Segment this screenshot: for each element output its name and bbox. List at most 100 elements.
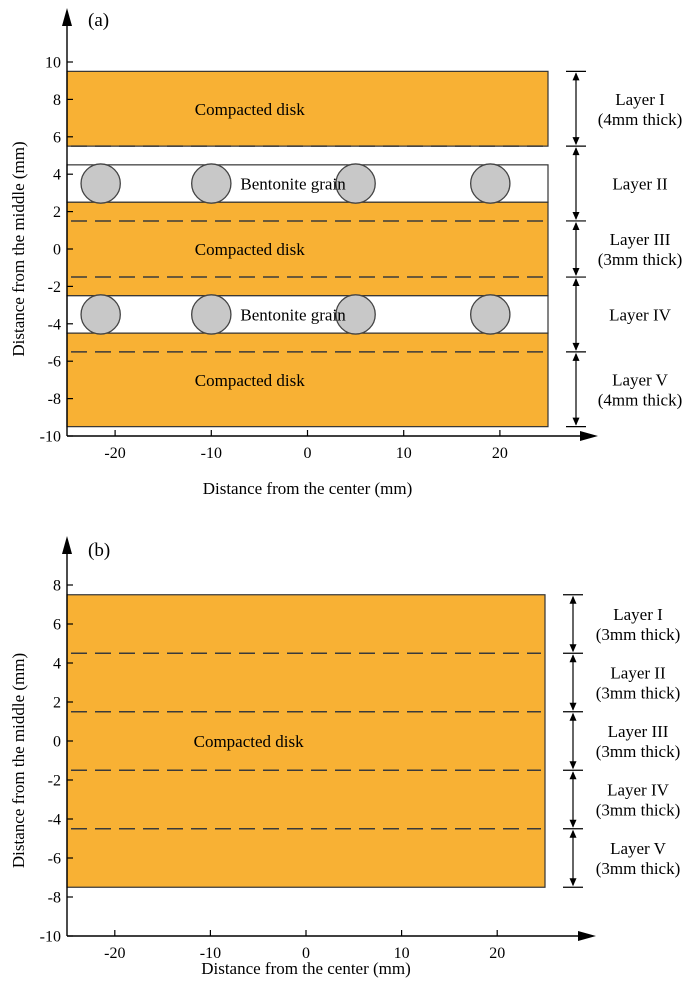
bentonite-grain-label: Bentonite grain (240, 175, 346, 194)
layer-bracket-arrow-up-icon (569, 595, 577, 604)
y-tick-label: -8 (48, 890, 61, 907)
x-axis-title: Distance from the center (mm) (203, 479, 413, 498)
bentonite-grain-circle (335, 163, 376, 204)
compacted-disk-label: Compacted disk (195, 100, 306, 119)
layer-bracket-arrow-down-icon (572, 137, 580, 146)
bentonite-grain-circle (80, 294, 121, 335)
layer-name-label: Layer I (615, 90, 665, 109)
y-tick-label: 2 (53, 204, 61, 221)
layer-thickness-label: (3mm thick) (596, 742, 681, 761)
x-tick-label: -10 (200, 945, 221, 962)
layer-bracket-arrow-up-icon (572, 352, 580, 361)
bentonite-grain-circle (469, 294, 511, 335)
x-tick-label: -10 (201, 445, 222, 462)
compacted-disk-region (66, 70, 549, 147)
bentonite-grain-band (66, 295, 549, 334)
layer-thickness-label: (3mm thick) (596, 801, 681, 820)
x-tick-label: 0 (304, 445, 312, 462)
y-tick-label: 6 (53, 129, 61, 146)
layer-thickness-label: (3mm thick) (596, 684, 681, 703)
layer-name-label: Layer IV (609, 305, 672, 324)
layer-thickness-label: (3mm thick) (596, 625, 681, 644)
y-tick-label: -10 (40, 429, 61, 446)
layer-bracket-arrow-up-icon (572, 221, 580, 230)
layer-thickness-label: (4mm thick) (598, 110, 683, 129)
y-tick-label: -4 (48, 812, 61, 829)
bentonite-grain-circle (335, 294, 376, 335)
y-tick-label: 4 (53, 167, 61, 184)
layer-name-label: Layer V (610, 839, 667, 858)
layer-name-label: Layer III (608, 722, 669, 741)
x-axis-title: Distance from the center (mm) (201, 959, 411, 978)
layer-bracket-arrow-down-icon (569, 878, 577, 887)
layer-bracket-arrow-up-icon (572, 147, 580, 156)
compacted-disk-label: Compacted disk (195, 240, 306, 259)
x-tick-label: 10 (396, 445, 412, 462)
y-tick-label: 0 (53, 242, 61, 259)
layer-thickness-label: (3mm thick) (596, 859, 681, 878)
y-tick-label: -8 (48, 391, 61, 408)
layer-name-label: Layer III (610, 230, 671, 249)
y-tick-label: -4 (48, 316, 61, 333)
layer-name-label: Layer II (610, 664, 666, 683)
panel-label: (b) (88, 540, 110, 561)
layer-bracket-arrow-up-icon (569, 829, 577, 838)
y-axis-title: Distance from the middle (mm) (9, 141, 28, 356)
x-tick-label: 20 (489, 945, 505, 962)
bentonite-grain-circle (80, 163, 121, 204)
y-tick-label: 8 (53, 92, 61, 109)
compacted-disk-region (66, 594, 546, 888)
layer-thickness-label: (4mm thick) (598, 390, 683, 409)
x-axis-arrow-icon (580, 431, 598, 441)
y-tick-label: 6 (53, 617, 61, 634)
y-axis-title: Distance from the middle (mm) (9, 653, 28, 868)
bentonite-grain-circle (469, 163, 511, 204)
bentonite-grain-band (66, 164, 549, 203)
layer-bracket-arrow-down-icon (572, 342, 580, 351)
layer-name-label: Layer I (613, 605, 663, 624)
x-tick-label: -20 (104, 445, 125, 462)
layer-bracket-arrow-up-icon (572, 278, 580, 287)
y-axis-arrow-icon (62, 536, 72, 554)
layer-bracket-arrow-down-icon (569, 702, 577, 711)
x-axis-arrow-icon (578, 931, 596, 941)
x-tick-label: 20 (492, 445, 508, 462)
y-tick-label: -6 (48, 354, 61, 371)
layer-bracket-arrow-down-icon (569, 819, 577, 828)
y-tick-label: -2 (48, 279, 61, 296)
layer-bracket-arrow-down-icon (572, 211, 580, 220)
layer-bracket-arrow-down-icon (572, 268, 580, 277)
y-tick-label: -10 (40, 929, 61, 946)
panel-label: (a) (88, 10, 109, 31)
compacted-disk-region (66, 332, 549, 428)
layer-name-label: Layer IV (607, 781, 670, 800)
layer-bracket-arrow-up-icon (569, 712, 577, 721)
layer-name-label: Layer II (612, 175, 668, 194)
layer-bracket-arrow-down-icon (572, 417, 580, 426)
layer-bracket-arrow-down-icon (569, 761, 577, 770)
panel-a: Compacted disk Bentonite grain Compacted d… (9, 8, 682, 498)
y-tick-label: -2 (48, 773, 61, 790)
y-tick-label: 8 (53, 578, 61, 595)
layer-name-label: Layer V (612, 370, 669, 389)
compacted-disk-label: Compacted disk (195, 371, 306, 390)
compacted-disk-label: Compacted disk (194, 732, 305, 751)
bentonite-grain-circle (191, 163, 232, 204)
y-tick-label: -6 (48, 851, 61, 868)
layer-bracket-arrow-up-icon (569, 654, 577, 663)
y-tick-label: 2 (53, 695, 61, 712)
compacted-disk-region (66, 201, 549, 297)
layer-bracket-arrow-up-icon (572, 72, 580, 81)
x-tick-label: -20 (104, 945, 125, 962)
y-tick-label: 4 (53, 656, 61, 673)
layer-bracket-arrow-up-icon (569, 771, 577, 780)
bentonite-grain-label: Bentonite grain (240, 305, 346, 324)
layer-bracket-arrow-down-icon (569, 644, 577, 653)
y-tick-label: 0 (53, 734, 61, 751)
x-tick-label: 0 (302, 945, 310, 962)
layer-thickness-label: (3mm thick) (598, 250, 683, 269)
y-axis-arrow-icon (62, 8, 72, 26)
y-tick-label: 10 (45, 55, 61, 72)
